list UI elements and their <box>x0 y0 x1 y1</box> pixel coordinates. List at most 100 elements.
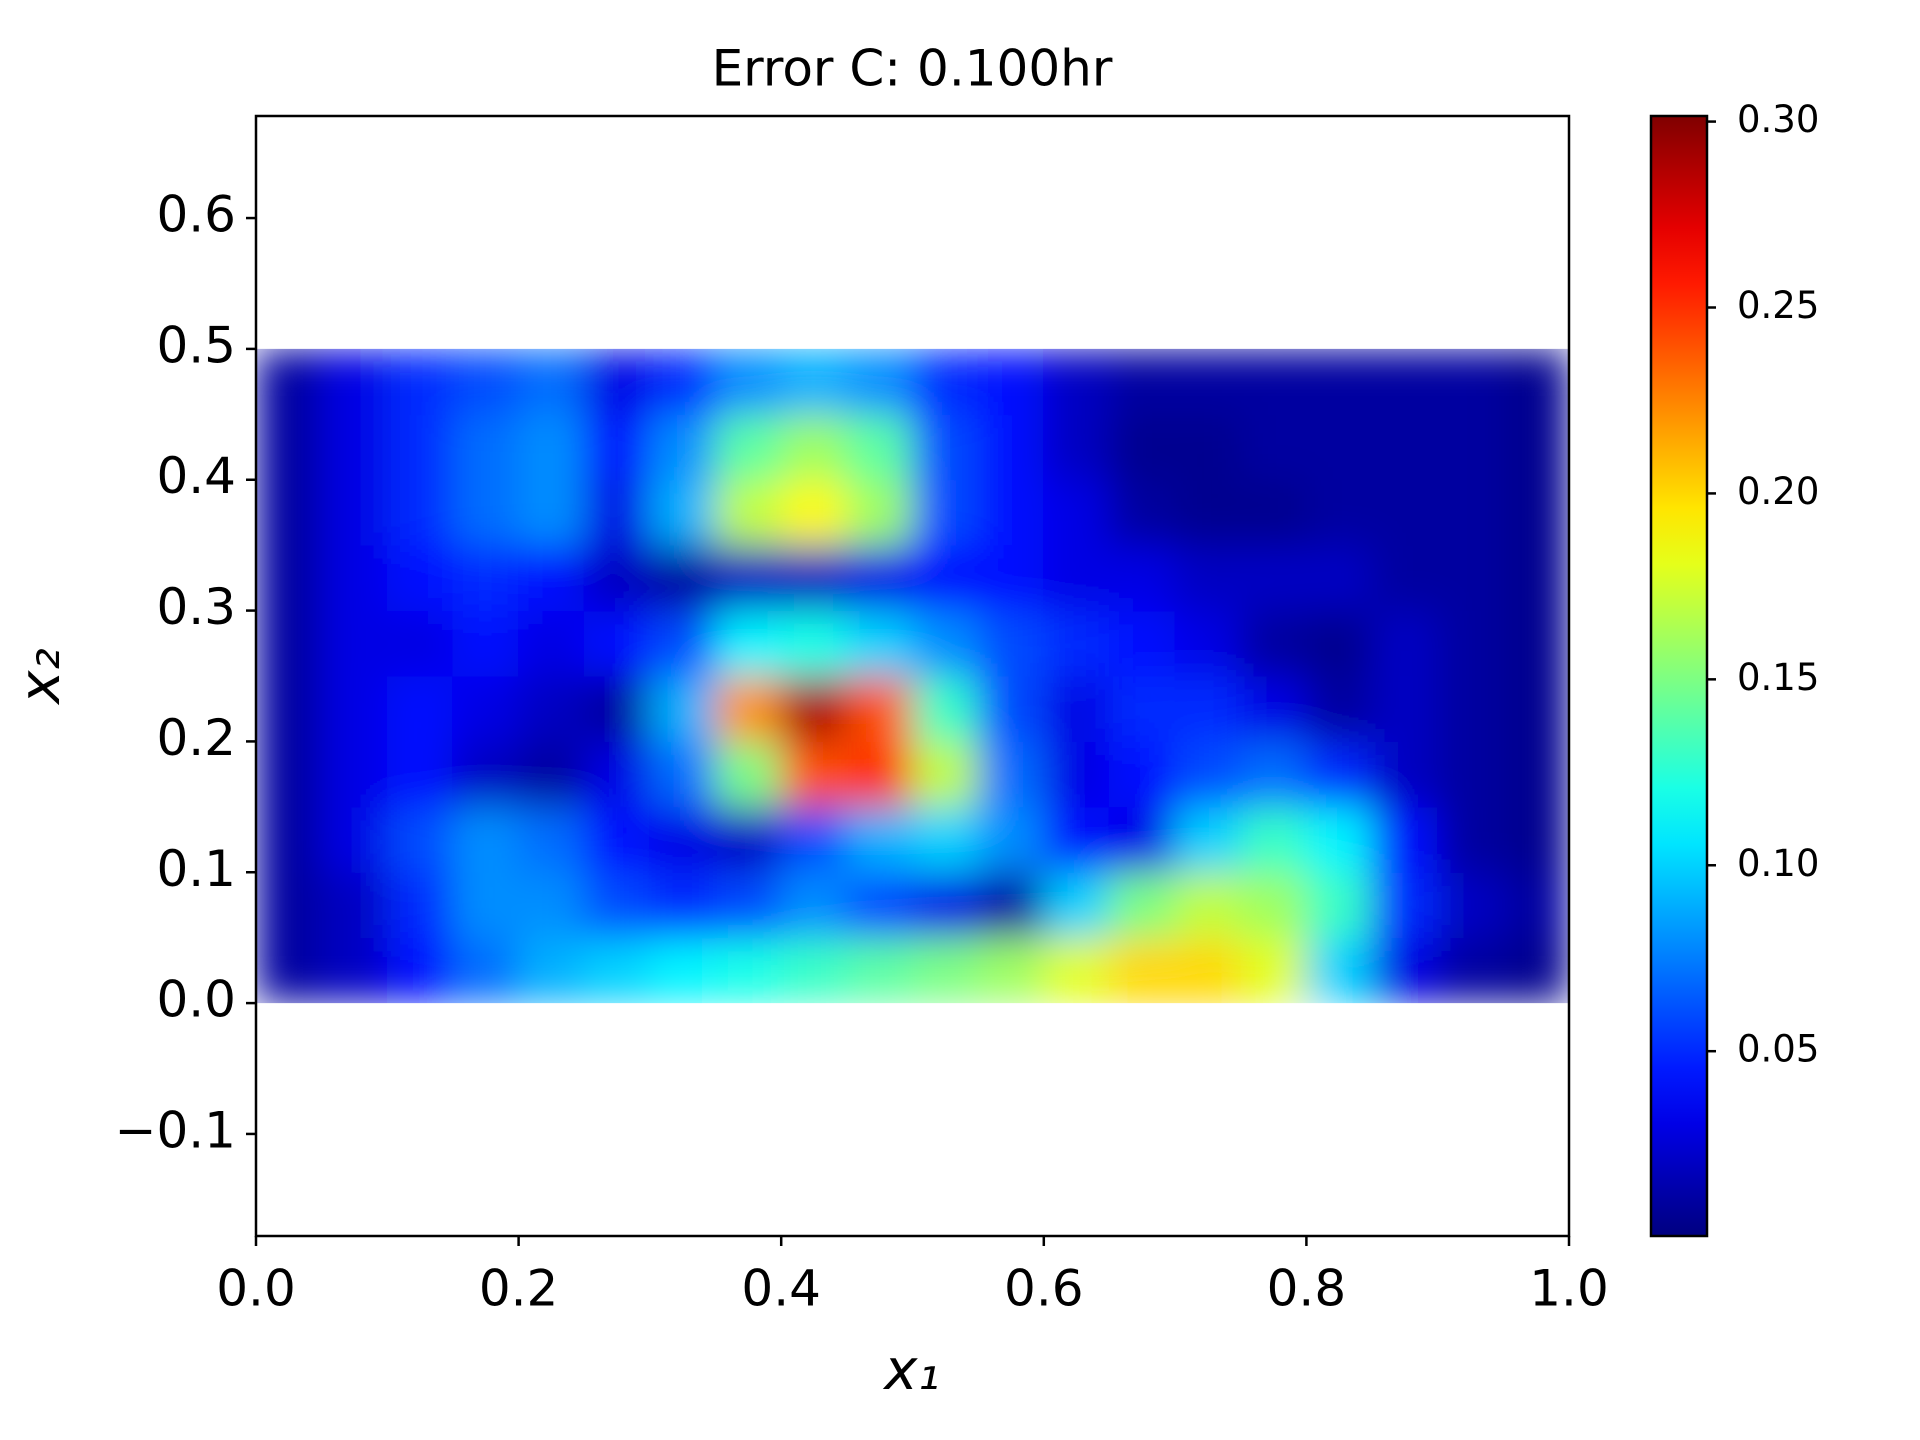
heatmap-cell <box>583 413 651 481</box>
heatmap-cell <box>1371 937 1439 1004</box>
heatmap-cell <box>1437 740 1504 808</box>
heatmap-cell <box>977 413 1045 481</box>
heatmap-cell <box>1437 413 1504 481</box>
heatmap-cell <box>1043 806 1110 873</box>
heatmap-cell <box>649 740 717 808</box>
heatmap-cell <box>583 544 651 612</box>
heatmap-cell <box>649 806 717 873</box>
heatmap-cell <box>649 348 717 415</box>
colorbar-tick-label: 0.05 <box>1737 1028 1819 1071</box>
heatmap-cell <box>715 348 782 415</box>
heatmap-cell <box>846 937 913 1004</box>
heatmap-cell <box>977 610 1045 677</box>
heatmap-cell <box>386 675 454 742</box>
heatmap-cell <box>452 937 520 1004</box>
heatmap-cell <box>780 348 848 415</box>
heatmap-cell <box>649 675 717 742</box>
heatmap-cell <box>1305 413 1373 481</box>
heatmap-cell <box>1371 740 1439 808</box>
heatmap-cell <box>649 871 717 939</box>
heatmap-cell <box>912 610 979 677</box>
heatmap-cell <box>1371 479 1439 546</box>
heatmap-cell <box>1108 544 1176 612</box>
heatmap-cell <box>518 348 585 415</box>
heatmap-cell <box>1043 544 1110 612</box>
heatmap-cell <box>1240 871 1307 939</box>
heatmap-cell <box>1108 806 1176 873</box>
heatmap-cell <box>452 740 520 808</box>
heatmap-cell <box>452 348 520 415</box>
heatmap-cell <box>256 806 323 873</box>
heatmap-cell <box>1108 937 1176 1004</box>
heatmap-cell <box>1437 610 1504 677</box>
heatmap-cell <box>321 348 388 415</box>
heatmap-cell <box>715 675 782 742</box>
heatmap-cell <box>452 610 520 677</box>
heatmap-cell <box>1305 610 1373 677</box>
heatmap-cell <box>386 348 454 415</box>
heatmap-cell <box>321 544 388 612</box>
heatmap-cell <box>846 871 913 939</box>
x-tick-label: 0.6 <box>1004 1260 1084 1318</box>
heatmap-cell <box>1174 675 1242 742</box>
heatmap-cell <box>256 413 323 481</box>
heatmap-cell <box>1305 937 1373 1004</box>
heatmap-cell <box>1437 675 1504 742</box>
heatmap-cell <box>1502 610 1569 677</box>
heatmap-cell <box>1174 544 1242 612</box>
heatmap-cell <box>846 610 913 677</box>
heatmap-cell <box>1305 806 1373 873</box>
heatmap-cell <box>1502 479 1569 546</box>
heatmap-cell <box>1502 348 1569 415</box>
heatmap-cell <box>780 413 848 481</box>
heatmap-cells <box>256 348 1569 1004</box>
heatmap-cell <box>846 806 913 873</box>
heatmap-cell <box>1437 937 1504 1004</box>
heatmap-cell <box>256 871 323 939</box>
y-tick-label: 0.2 <box>156 709 236 767</box>
heatmap-cell <box>1305 479 1373 546</box>
heatmap-cell <box>1305 348 1373 415</box>
heatmap-cell <box>649 937 717 1004</box>
x-tick-label: 0.8 <box>1267 1260 1347 1318</box>
heatmap-cell <box>780 871 848 939</box>
heatmap-cell <box>1437 348 1504 415</box>
heatmap-cell <box>386 871 454 939</box>
heatmap-cell <box>518 544 585 612</box>
heatmap-cell <box>1240 479 1307 546</box>
heatmap-cell <box>1305 675 1373 742</box>
plot-frame <box>254 114 1571 1238</box>
heatmap-cell <box>1371 348 1439 415</box>
heatmap-cell <box>321 413 388 481</box>
y-tick-label: 0.1 <box>156 840 236 898</box>
x-tick-label: 0.0 <box>216 1260 296 1318</box>
heatmap-cell <box>715 479 782 546</box>
heatmap-field <box>256 348 1569 1004</box>
heatmap-cell <box>715 413 782 481</box>
heatmap-cell <box>1305 544 1373 612</box>
heatmap-cell <box>583 937 651 1004</box>
x-tick-label: 0.2 <box>479 1260 559 1318</box>
heatmap-cell <box>715 806 782 873</box>
heatmap-cell <box>583 479 651 546</box>
x-axis-label: x₁ <box>882 1338 940 1403</box>
colorbar-tick-label: 0.10 <box>1737 842 1819 885</box>
heatmap-cell <box>256 675 323 742</box>
x-tick-label: 0.4 <box>741 1260 821 1318</box>
heatmap-cell <box>321 937 388 1004</box>
heatmap-cell <box>1371 871 1439 939</box>
heatmap-cell <box>1108 479 1176 546</box>
heatmap-cell <box>1174 740 1242 808</box>
heatmap-cell <box>1371 610 1439 677</box>
heatmap-cell <box>1174 479 1242 546</box>
heatmap-cell <box>386 937 454 1004</box>
heatmap-cell <box>1043 413 1110 481</box>
heatmap-cell <box>1371 544 1439 612</box>
heatmap-cell <box>1174 937 1242 1004</box>
heatmap-cell <box>386 806 454 873</box>
heatmap-cell <box>1502 413 1569 481</box>
heatmap-cell <box>1502 871 1569 939</box>
y-axis-label: x₂ <box>8 648 73 706</box>
heatmap-cell <box>977 806 1045 873</box>
